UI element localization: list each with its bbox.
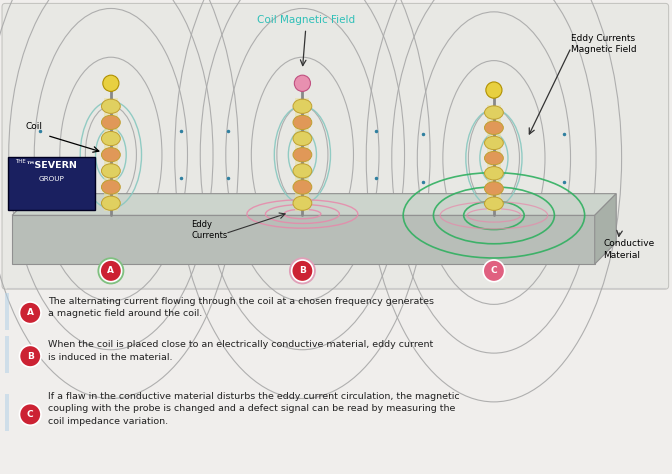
Circle shape bbox=[19, 346, 41, 367]
Text: A: A bbox=[108, 266, 114, 275]
Text: C: C bbox=[491, 266, 497, 275]
Circle shape bbox=[483, 260, 505, 282]
Text: THE: THE bbox=[15, 159, 26, 164]
Ellipse shape bbox=[485, 197, 503, 210]
Text: Eddy Currents
Magnetic Field: Eddy Currents Magnetic Field bbox=[571, 34, 637, 55]
Text: Coil: Coil bbox=[26, 122, 42, 131]
FancyBboxPatch shape bbox=[8, 157, 95, 210]
Circle shape bbox=[100, 260, 122, 282]
Ellipse shape bbox=[101, 99, 120, 113]
Circle shape bbox=[19, 302, 41, 324]
Ellipse shape bbox=[485, 136, 503, 150]
Text: GROUP: GROUP bbox=[39, 176, 65, 182]
Ellipse shape bbox=[293, 196, 312, 210]
Text: If a flaw in the conductive material disturbs the eddy current circulation, the : If a flaw in the conductive material dis… bbox=[48, 392, 460, 426]
Text: When the coil is placed close to an electrically conductive material, eddy curre: When the coil is placed close to an elec… bbox=[48, 340, 433, 362]
FancyBboxPatch shape bbox=[5, 336, 9, 373]
Circle shape bbox=[19, 403, 41, 425]
Polygon shape bbox=[595, 194, 616, 264]
Ellipse shape bbox=[293, 115, 312, 129]
Text: Conductive
Material: Conductive Material bbox=[603, 239, 655, 260]
FancyBboxPatch shape bbox=[2, 3, 669, 289]
FancyBboxPatch shape bbox=[487, 105, 501, 211]
Text: Coil Magnetic Field: Coil Magnetic Field bbox=[257, 15, 355, 25]
Ellipse shape bbox=[293, 147, 312, 162]
Ellipse shape bbox=[485, 167, 503, 180]
Ellipse shape bbox=[293, 180, 312, 194]
Ellipse shape bbox=[101, 164, 120, 178]
Circle shape bbox=[486, 82, 502, 98]
Ellipse shape bbox=[293, 164, 312, 178]
Ellipse shape bbox=[101, 131, 120, 146]
Ellipse shape bbox=[101, 180, 120, 194]
Text: ™SEVERN: ™SEVERN bbox=[26, 161, 78, 170]
Ellipse shape bbox=[485, 182, 503, 195]
FancyBboxPatch shape bbox=[295, 98, 309, 211]
Ellipse shape bbox=[485, 121, 503, 135]
Text: B: B bbox=[27, 352, 34, 361]
Circle shape bbox=[97, 257, 124, 284]
Ellipse shape bbox=[485, 106, 503, 119]
FancyBboxPatch shape bbox=[103, 98, 118, 211]
Circle shape bbox=[292, 260, 313, 282]
Text: A: A bbox=[27, 309, 34, 317]
Ellipse shape bbox=[101, 147, 120, 162]
Ellipse shape bbox=[101, 196, 120, 210]
FancyBboxPatch shape bbox=[5, 394, 9, 431]
FancyBboxPatch shape bbox=[5, 292, 9, 330]
Circle shape bbox=[294, 75, 310, 91]
Polygon shape bbox=[12, 194, 616, 215]
Circle shape bbox=[289, 257, 316, 284]
Ellipse shape bbox=[293, 131, 312, 146]
Ellipse shape bbox=[485, 151, 503, 165]
Text: C: C bbox=[27, 410, 34, 419]
Ellipse shape bbox=[101, 115, 120, 129]
Text: Eddy
Currents: Eddy Currents bbox=[192, 220, 228, 240]
Text: The alternating current flowing through the coil at a chosen frequency generates: The alternating current flowing through … bbox=[48, 297, 434, 318]
Polygon shape bbox=[12, 215, 595, 264]
Ellipse shape bbox=[293, 99, 312, 113]
Text: B: B bbox=[299, 266, 306, 275]
Circle shape bbox=[103, 75, 119, 91]
